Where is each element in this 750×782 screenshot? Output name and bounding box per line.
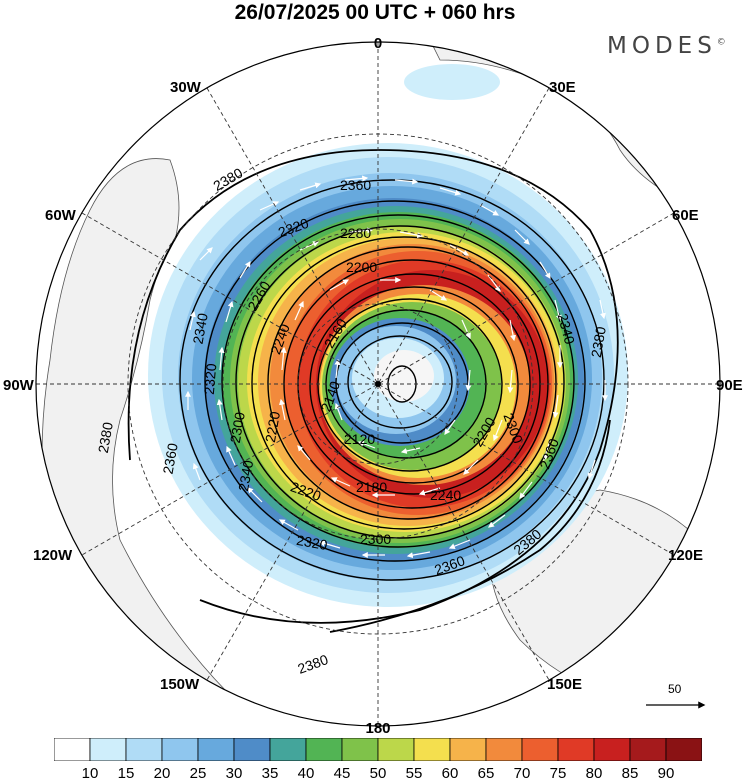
lon-label-120e: 120E: [668, 547, 703, 564]
colorbar-label: 15: [117, 765, 135, 782]
colorbar-label: 50: [369, 765, 387, 782]
colorbar-label: 45: [333, 765, 351, 782]
lon-label-0: 0: [374, 35, 382, 52]
brand-text: MODES: [607, 33, 717, 59]
colorbar-swatch: [161, 738, 199, 761]
colorbar-label: 35: [261, 765, 279, 782]
colorbar-label: 80: [585, 765, 603, 782]
contour-label: 2300: [360, 531, 391, 547]
colorbar-swatch: [233, 738, 271, 761]
colorbar-label: 70: [513, 765, 531, 782]
vector-scale-label: 50: [668, 682, 682, 696]
colorbar-label: 60: [441, 765, 459, 782]
colorbar-label: 10: [81, 765, 99, 782]
colorbar-label: 85: [621, 765, 639, 782]
lon-label-90e: 90E: [716, 377, 743, 394]
contour-label: 2280: [340, 225, 371, 241]
lon-label-30w: 30W: [170, 79, 202, 96]
colorbar-swatch: [341, 738, 379, 761]
colorbar-swatch: [485, 738, 523, 761]
contour-label: 2180: [356, 479, 387, 495]
contour-label: 2340: [555, 312, 579, 346]
contour-label: 2320: [201, 363, 220, 396]
contour-label: 2240: [430, 487, 461, 503]
colorbar-swatch: [449, 738, 487, 761]
colorbar-swatch: [377, 738, 415, 761]
contour-label: 2360: [340, 177, 371, 193]
colorbar-swatch: [629, 738, 667, 761]
colorbar: [54, 738, 702, 761]
colorbar-label: 55: [405, 765, 423, 782]
colorbar-label: 25: [189, 765, 207, 782]
contour-label: 2220: [262, 410, 283, 444]
contour-label: 2300: [227, 411, 248, 445]
contour-label: 2120: [344, 431, 375, 447]
colorbar-swatch: [197, 738, 235, 761]
colorbar-label: 65: [477, 765, 495, 782]
colorbar-swatch: [269, 738, 307, 761]
lon-label-150e: 150E: [547, 676, 582, 693]
lon-label-60w: 60W: [45, 207, 77, 224]
contour-label: 2320: [295, 532, 329, 553]
colorbar-swatch: [521, 738, 559, 761]
colorbar-swatch: [593, 738, 631, 761]
brand-mark: ©: [716, 37, 726, 48]
colorbar-label: 90: [657, 765, 675, 782]
contour-label: 2380: [95, 421, 116, 455]
lon-label-90w: 90W: [3, 377, 35, 394]
contour-label: 2340: [235, 459, 256, 493]
contour-label: 2360: [160, 442, 181, 476]
lon-label-150w: 150W: [160, 676, 200, 693]
map-boundary: [35, 41, 721, 727]
lon-label-180: 180: [365, 720, 390, 737]
map-disc: [36, 42, 720, 726]
graticule: [36, 42, 720, 726]
contour-label: 2200: [346, 259, 377, 275]
colorbar-label: 30: [225, 765, 243, 782]
colorbar-label: 40: [297, 765, 315, 782]
contour-label: 2340: [190, 312, 211, 346]
wind-vectors: [185, 175, 608, 561]
colorbar-swatch: [413, 738, 451, 761]
colorbar-swatch: [557, 738, 595, 761]
lon-label-60e: 60E: [672, 207, 699, 224]
colorbar-swatch: [125, 738, 163, 761]
colorbar-label: 75: [549, 765, 567, 782]
colorbar-label: 20: [153, 765, 171, 782]
contour-label: 2380: [295, 651, 330, 677]
lon-label-30e: 30E: [549, 79, 576, 96]
colorbar-swatch: [305, 738, 343, 761]
colorbar-swatch: [54, 738, 91, 761]
brand-logo: MODES©: [607, 33, 726, 59]
south-pole-marker: [375, 381, 381, 387]
lon-label-120w: 120W: [33, 547, 73, 564]
contour-label: 2380: [588, 325, 609, 359]
map-title: 26/07/2025 00 UTC + 060 hrs: [234, 1, 516, 24]
colorbar-swatch: [89, 738, 127, 761]
colorbar-swatch: [665, 738, 702, 761]
